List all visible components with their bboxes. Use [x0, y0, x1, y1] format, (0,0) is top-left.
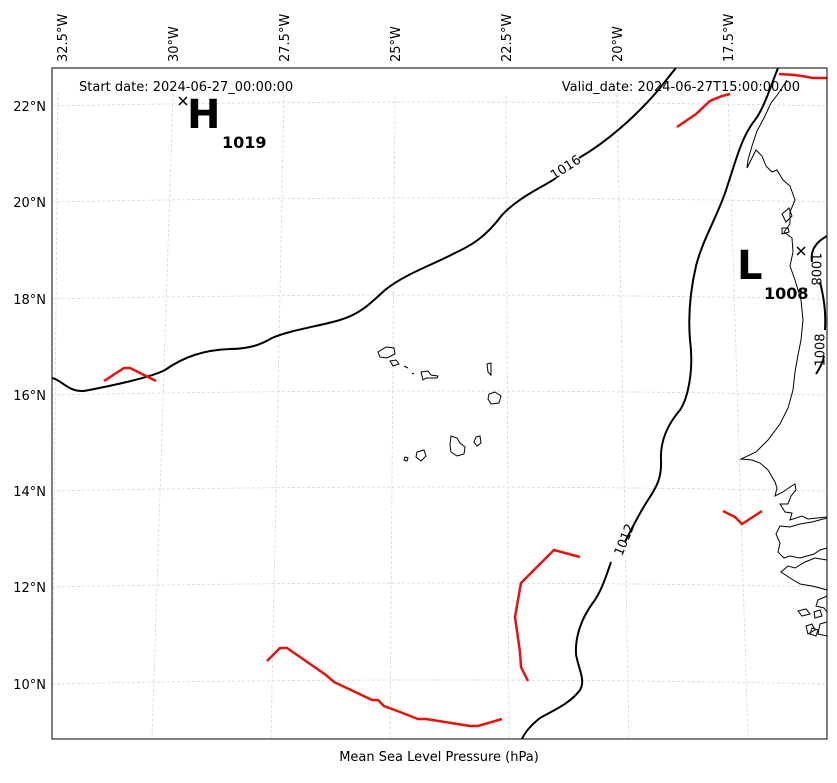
- coast-bijagos-3: [805, 623, 816, 635]
- high-pressure-value: 1019: [222, 133, 267, 152]
- island-santa-luzia: [403, 365, 409, 369]
- low-pressure-value: 1008: [764, 284, 809, 303]
- map-background: [52, 68, 827, 739]
- lat-tick-label: 20°N: [13, 196, 46, 211]
- parallel-10n: [51, 679, 828, 685]
- lat-tick-label: 16°N: [13, 389, 46, 404]
- island-fogo: [415, 449, 427, 462]
- parallel-22n: [51, 101, 828, 107]
- lat-tick-label: 18°N: [13, 293, 46, 308]
- coast-gambia: [775, 517, 828, 559]
- parallel-12n: [51, 582, 828, 588]
- trough-west: [103, 366, 157, 383]
- meridian-25w: [389, 95, 396, 740]
- island-santo-antao: [377, 346, 396, 359]
- african-coastline: [739, 79, 828, 637]
- isobar-1012-south: [521, 561, 612, 740]
- lon-tick-label: 20°W: [611, 26, 626, 62]
- lon-tick-label: 22.5°W: [500, 14, 515, 62]
- high-marker-2: [178, 96, 188, 106]
- isobar-1008-upper: [810, 235, 828, 263]
- trough-coast: [722, 509, 763, 526]
- island-sal: [486, 362, 492, 377]
- meridian-22-5w: [505, 95, 510, 740]
- isobars: [51, 67, 828, 740]
- map-caption: Mean Sea Level Pressure (hPa): [339, 750, 539, 765]
- trough-northeast: [676, 92, 731, 129]
- lat-tick-label: 10°N: [13, 678, 46, 693]
- isobar-1008-middle: [819, 281, 827, 331]
- low-pressure-letter: L: [737, 243, 763, 289]
- lon-tick-label: 30°W: [167, 26, 182, 62]
- coast-mainland: [739, 79, 828, 521]
- coast-guinea: [815, 595, 828, 613]
- isobar-1012-north: [624, 67, 779, 543]
- island-islet: [411, 372, 415, 375]
- meridian-20w: [616, 94, 630, 740]
- contour-label-1008-lower: 1008: [814, 333, 829, 366]
- meridian-30w: [151, 93, 174, 740]
- island-maio: [473, 435, 482, 447]
- meridian-17-5w: [727, 93, 749, 740]
- coast-islet-2: [781, 227, 790, 235]
- trough-lines: [103, 72, 827, 728]
- low-marker-2: [796, 246, 806, 256]
- coast-bijagos-5: [809, 627, 819, 637]
- coast-bijagos-2: [813, 609, 823, 619]
- graticule: [51, 91, 828, 740]
- map-frame: [51, 67, 828, 740]
- island-santiago: [449, 435, 466, 457]
- lon-tick-label: 25°W: [389, 26, 404, 62]
- lat-tick-label: 14°N: [13, 485, 46, 500]
- meridian-27-5w: [270, 94, 285, 740]
- parallel-18n: [51, 294, 828, 300]
- coast-islet-1: [781, 207, 793, 223]
- contour-label-1008-upper: 1008: [808, 252, 823, 285]
- center-markers: [178, 96, 806, 256]
- high-pressure-letter: H: [187, 92, 220, 138]
- island-boa-vista: [487, 391, 502, 405]
- island-brava: [403, 456, 409, 462]
- lon-tick-label: 32.5°W: [56, 14, 71, 62]
- coast-bijagos-1: [797, 608, 811, 617]
- lat-tick-label: 12°N: [13, 581, 46, 596]
- trough-central: [513, 548, 581, 682]
- isobar-1016-east: [578, 67, 677, 159]
- trough-south: [266, 646, 503, 728]
- parallel-16n: [51, 390, 828, 396]
- island-sao-nicolau: [420, 370, 439, 381]
- lat-tick-label: 22°N: [13, 100, 46, 115]
- coast-guinea-bissau: [780, 557, 828, 591]
- island-sao-vicente: [389, 359, 400, 367]
- isobar-1008-lower: [815, 355, 825, 375]
- start-date: Start date: 2024-06-27_00:00:00: [79, 80, 293, 95]
- trough-top-right: [778, 72, 827, 80]
- parallel-14n: [51, 486, 828, 492]
- isobar-1016-west: [51, 177, 557, 393]
- valid-date: Valid_date: 2024-06-27T15:00:00.00: [562, 80, 800, 95]
- lon-tick-label: 27.5°W: [278, 14, 293, 62]
- parallel-20n: [51, 197, 828, 203]
- cape-verde-islands: [377, 346, 502, 462]
- lon-tick-label: 17.5°W: [722, 14, 737, 62]
- meridian-32-5w: [51, 91, 59, 740]
